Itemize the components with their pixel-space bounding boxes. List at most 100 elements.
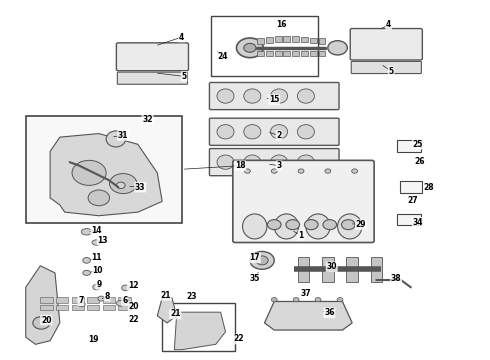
Bar (397, 214, 421, 225)
Ellipse shape (244, 125, 261, 139)
Text: 25: 25 (413, 140, 423, 149)
Text: 12: 12 (128, 281, 138, 290)
Polygon shape (157, 298, 177, 323)
Text: 22: 22 (129, 315, 139, 324)
Bar (397, 140, 421, 153)
Text: 37: 37 (300, 289, 311, 298)
Polygon shape (26, 266, 60, 344)
Bar (118, 305, 130, 310)
Bar (72, 297, 84, 302)
Text: 24: 24 (218, 52, 228, 61)
Bar (118, 297, 130, 302)
Text: 7: 7 (78, 296, 83, 305)
Text: 14: 14 (91, 225, 101, 234)
Text: 34: 34 (413, 218, 423, 227)
FancyBboxPatch shape (350, 28, 422, 60)
Polygon shape (174, 312, 225, 350)
Ellipse shape (33, 317, 50, 329)
Ellipse shape (399, 141, 416, 151)
Ellipse shape (306, 214, 330, 239)
Ellipse shape (243, 214, 267, 239)
Bar (103, 297, 115, 302)
Ellipse shape (293, 297, 299, 302)
Ellipse shape (116, 300, 125, 306)
Bar (284, 51, 290, 56)
Bar (310, 37, 317, 43)
Text: 15: 15 (269, 95, 279, 104)
Text: 19: 19 (88, 335, 98, 344)
Bar (400, 181, 422, 193)
Text: 29: 29 (356, 220, 366, 229)
Bar (292, 36, 299, 42)
Text: 35: 35 (249, 274, 260, 283)
Bar (301, 37, 308, 42)
Bar (257, 51, 264, 56)
Ellipse shape (274, 214, 298, 239)
Ellipse shape (297, 155, 315, 169)
Bar (257, 38, 264, 44)
Bar (56, 305, 68, 310)
Text: 3: 3 (276, 161, 282, 170)
Text: 9: 9 (96, 280, 101, 289)
Bar (318, 51, 325, 56)
Ellipse shape (325, 169, 331, 173)
FancyBboxPatch shape (209, 149, 339, 176)
Bar (40, 305, 52, 310)
Ellipse shape (337, 297, 343, 302)
Bar (284, 36, 290, 42)
Text: 6: 6 (122, 296, 127, 305)
Text: 8: 8 (104, 292, 110, 301)
Text: 32: 32 (142, 115, 153, 124)
Text: 5: 5 (181, 72, 187, 81)
Ellipse shape (217, 155, 234, 169)
Text: 1: 1 (298, 231, 304, 240)
Text: 20: 20 (129, 302, 139, 311)
Text: 2: 2 (276, 131, 282, 140)
Text: 21: 21 (160, 291, 171, 300)
Ellipse shape (72, 160, 106, 185)
Bar (275, 36, 282, 42)
Ellipse shape (271, 169, 277, 173)
FancyBboxPatch shape (209, 82, 339, 110)
FancyBboxPatch shape (351, 62, 421, 73)
Ellipse shape (93, 284, 100, 290)
Ellipse shape (106, 131, 125, 147)
Ellipse shape (286, 220, 299, 230)
Text: 30: 30 (326, 262, 337, 271)
Ellipse shape (245, 169, 250, 173)
Bar (310, 51, 317, 56)
Ellipse shape (323, 220, 337, 230)
Text: 33: 33 (135, 183, 146, 192)
Text: 13: 13 (98, 235, 108, 244)
Text: 10: 10 (93, 266, 103, 275)
Text: 23: 23 (186, 292, 196, 301)
Ellipse shape (92, 240, 101, 245)
Ellipse shape (244, 89, 261, 103)
FancyBboxPatch shape (209, 118, 339, 145)
Bar (297, 257, 309, 282)
Ellipse shape (297, 125, 315, 139)
Ellipse shape (268, 220, 281, 230)
Ellipse shape (88, 190, 110, 206)
FancyBboxPatch shape (117, 72, 188, 84)
Bar (40, 297, 52, 302)
Text: 21: 21 (170, 310, 181, 319)
Bar (346, 257, 358, 282)
Text: 17: 17 (249, 253, 260, 262)
Text: 38: 38 (391, 274, 401, 283)
Ellipse shape (256, 256, 268, 265)
Ellipse shape (110, 174, 137, 194)
Ellipse shape (328, 41, 347, 55)
Bar (266, 51, 273, 56)
Text: 4: 4 (179, 33, 184, 42)
Ellipse shape (116, 182, 125, 189)
Text: 31: 31 (118, 131, 128, 140)
Ellipse shape (270, 89, 288, 103)
Ellipse shape (244, 155, 261, 169)
Bar (292, 51, 299, 56)
Text: 28: 28 (424, 183, 435, 192)
Text: 16: 16 (276, 20, 287, 29)
Text: 26: 26 (414, 157, 425, 166)
Text: 4: 4 (386, 20, 392, 29)
Ellipse shape (244, 43, 256, 52)
